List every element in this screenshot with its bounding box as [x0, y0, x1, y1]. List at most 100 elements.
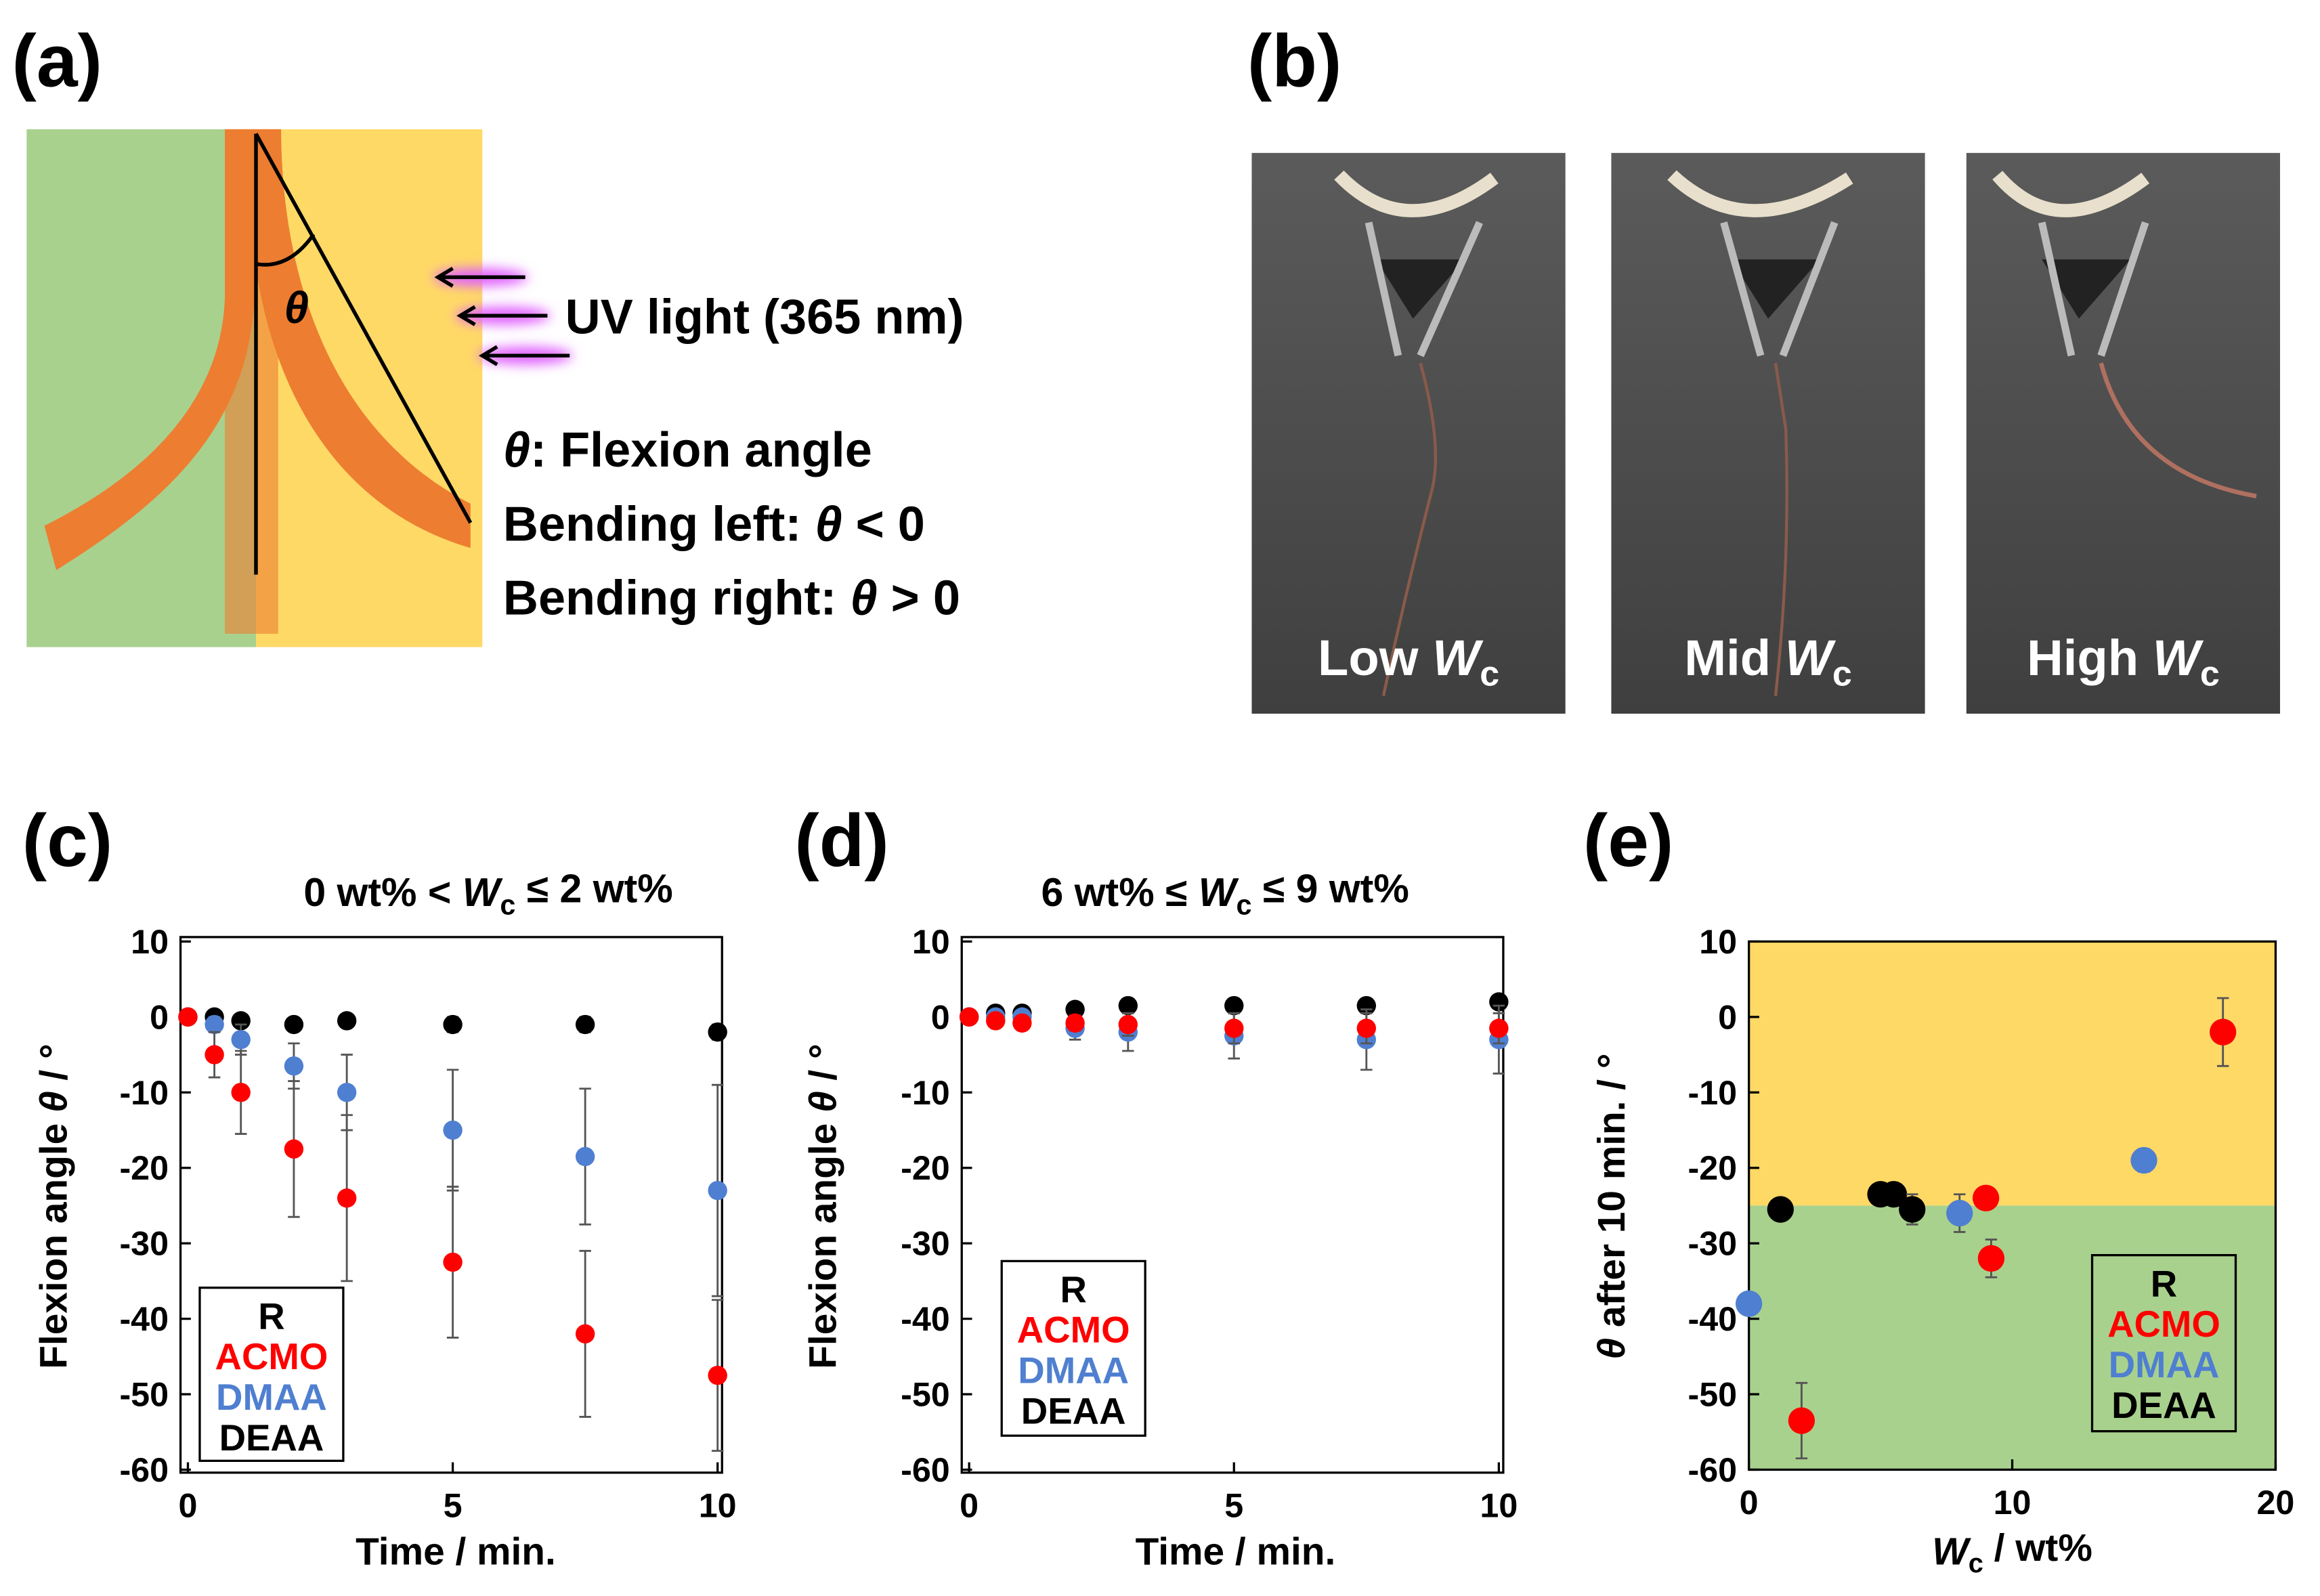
y-tick-label: 0 — [150, 998, 169, 1036]
text-part: c — [1832, 655, 1852, 694]
data-point — [231, 1011, 251, 1031]
legend-entry: DMAA — [2109, 1344, 2220, 1385]
right-region — [255, 129, 483, 647]
y-tick-label: 0 — [931, 998, 950, 1036]
definition-line: θ: Flexion angle — [503, 423, 872, 477]
angle-symbol: θ — [284, 283, 309, 332]
angle-arc — [255, 233, 316, 267]
text-part: Low — [1318, 630, 1432, 686]
text-part: Mid — [1684, 630, 1785, 686]
data-point — [708, 1180, 727, 1201]
y-tick-label: -20 — [901, 1149, 950, 1187]
legend-title: R — [2151, 1264, 2177, 1305]
x-tick-label: 0 — [1740, 1484, 1759, 1522]
text-part: / ° — [33, 1043, 75, 1091]
angle-line — [254, 133, 473, 524]
data-point — [1880, 1181, 1908, 1208]
data-point — [337, 1188, 357, 1208]
y-tick-label: -60 — [901, 1451, 950, 1489]
text-part: ≤ 9 wt% — [1251, 867, 1409, 911]
data-point — [1977, 1245, 2005, 1272]
x-tick-label: 0 — [960, 1486, 979, 1524]
data-point — [1972, 1184, 2000, 1211]
text-part: c — [1480, 655, 1499, 694]
legend-entry: DEAA — [1021, 1391, 1126, 1432]
data-point — [231, 1030, 251, 1050]
photo-label: High Wc — [2027, 630, 2220, 694]
data-point — [1012, 1013, 1032, 1033]
text-part: c — [2200, 655, 2220, 694]
legend-entry: ACMO — [1017, 1310, 1130, 1351]
data-point — [337, 1011, 357, 1031]
legend-box — [1000, 1259, 1146, 1437]
x-tick-label: 10 — [1994, 1484, 2032, 1522]
text-part: W — [1932, 1530, 1971, 1573]
text-part: W — [1785, 630, 1836, 686]
data-point — [708, 1365, 727, 1385]
data-point — [443, 1252, 463, 1272]
y-tick-label: -60 — [119, 1451, 169, 1489]
data-point — [1065, 999, 1085, 1019]
data-point — [2210, 1018, 2237, 1045]
text-part: θ — [284, 283, 309, 332]
data-point — [443, 1014, 463, 1035]
y-tick-label: -40 — [901, 1300, 950, 1338]
text-part: Flexion angle — [33, 1113, 75, 1369]
y-tick-label: -20 — [1688, 1149, 1737, 1187]
text-part: θ — [850, 571, 877, 626]
panel-label: (a) — [12, 20, 102, 103]
legend-title: R — [1060, 1270, 1086, 1311]
panel-label: (e) — [1583, 800, 1674, 882]
data-point — [1946, 1199, 1973, 1227]
legend-entry: DMAA — [216, 1377, 327, 1418]
text-part: > 0 — [878, 571, 960, 626]
straight-strip — [225, 129, 278, 634]
data-point — [1767, 1196, 1794, 1223]
text-part: Time / min. — [1136, 1530, 1336, 1573]
text-part: / ° — [802, 1043, 844, 1091]
text-part: θ — [802, 1091, 844, 1113]
x-axis-label: Time / min. — [356, 1530, 556, 1573]
y-tick-label: 10 — [131, 923, 169, 961]
panel-label: (d) — [794, 800, 888, 882]
data-point — [284, 1014, 304, 1035]
legend-box — [2090, 1254, 2237, 1433]
data-point — [1356, 995, 1377, 1016]
text-part: W — [463, 870, 503, 915]
text-part: θ — [33, 1091, 75, 1113]
y-tick-label: -30 — [119, 1225, 169, 1263]
data-point — [1224, 995, 1244, 1016]
uv-label: UV light (365 nm) — [565, 290, 964, 344]
y-tick-label: 10 — [912, 923, 950, 961]
legend-entry: DEAA — [2111, 1385, 2216, 1426]
text-part: : Flexion angle — [530, 423, 872, 477]
data-point — [1489, 1018, 1509, 1038]
text-part: Time / min. — [356, 1530, 556, 1573]
text-part: High — [2027, 630, 2153, 686]
y-tick-label: 10 — [1699, 923, 1737, 961]
photos — [1251, 152, 2281, 714]
data-point — [1788, 1407, 1816, 1434]
text-part: W — [1432, 630, 1484, 686]
y-tick-label: -10 — [901, 1074, 950, 1112]
y-tick-label: -30 — [901, 1225, 950, 1263]
text-part: UV light (365 nm) — [565, 290, 964, 344]
data-point — [575, 1146, 595, 1167]
diagram — [26, 129, 573, 647]
legend-box — [198, 1287, 345, 1462]
data-point — [178, 1007, 198, 1027]
data-point — [959, 1007, 979, 1027]
data-point — [284, 1139, 304, 1159]
plot-frame — [179, 936, 723, 1474]
definition-line: Bending right: θ > 0 — [503, 571, 960, 626]
photo-mid — [1611, 152, 1925, 714]
text-part: 0 wt% < — [303, 870, 462, 915]
region — [1748, 1205, 2276, 1470]
data-point — [1899, 1196, 1926, 1223]
panel-label: (b) — [1247, 20, 1341, 103]
photo-low — [1251, 152, 1566, 714]
data-point — [2130, 1146, 2157, 1174]
x-tick-label: 5 — [444, 1486, 463, 1524]
text-part: Bending left: — [503, 497, 815, 551]
